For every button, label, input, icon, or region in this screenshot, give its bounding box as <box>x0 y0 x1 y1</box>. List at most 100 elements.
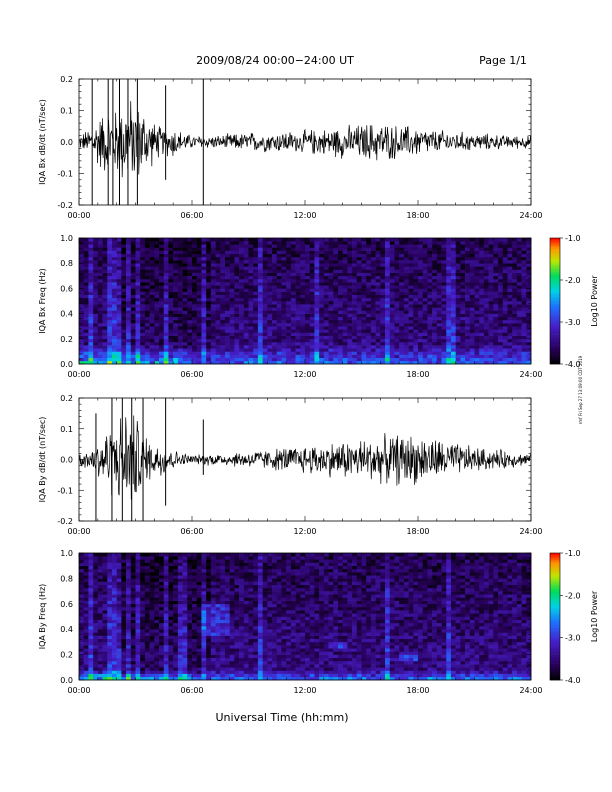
spectrogram-cell <box>253 250 259 255</box>
spectrogram-cell <box>159 354 165 358</box>
spectrogram-cell <box>149 660 155 665</box>
spectrogram-cell <box>97 335 103 340</box>
spectrogram-cell <box>173 313 179 318</box>
spectrogram-cell <box>319 266 325 270</box>
spectrogram-cell <box>243 329 249 333</box>
spectrogram-cell <box>192 345 198 349</box>
spectrogram-cell <box>88 670 94 674</box>
spectrogram-cell <box>253 345 259 349</box>
spectrogram-cell <box>328 263 334 267</box>
spectrogram-cell <box>498 297 504 302</box>
spectrogram-cell <box>385 241 391 245</box>
spectrogram-cell <box>493 282 499 286</box>
spectrogram-cell <box>262 297 268 302</box>
spectrogram-cell <box>450 319 456 324</box>
spectrogram-cell <box>257 351 263 355</box>
spectrogram-cell <box>140 345 146 349</box>
spectrogram-cell <box>375 269 381 273</box>
spectrogram-cell <box>79 581 85 586</box>
spectrogram-cell <box>88 323 94 327</box>
spectrogram-cell <box>239 360 245 365</box>
spectrogram-cell <box>111 591 117 595</box>
spectrogram-cell <box>97 307 103 311</box>
spectrogram-cell <box>215 354 221 358</box>
spectrogram-cell <box>441 354 447 358</box>
spectrogram-cell <box>516 294 522 299</box>
spectrogram-cell <box>79 263 85 267</box>
spectrogram-cell <box>116 581 122 586</box>
spectrogram-cell <box>102 657 108 662</box>
spectrogram-cell <box>370 260 376 264</box>
spectrogram-cell <box>295 329 301 333</box>
spectrogram-cell <box>135 660 141 665</box>
spectrogram-cell <box>234 341 240 346</box>
spectrogram-cell <box>88 357 94 362</box>
spectrogram-cell <box>347 316 353 321</box>
spectrogram-cell <box>455 272 461 277</box>
spectrogram-cell <box>224 335 230 340</box>
spectrogram-cell <box>465 294 471 299</box>
spectrogram-cell <box>493 338 499 343</box>
spectrogram-cell <box>116 316 122 321</box>
spectrogram-cell <box>229 297 235 302</box>
spectrogram-cell <box>239 304 245 308</box>
spectrogram-cell <box>399 260 405 264</box>
x-tick-label: 12:00 <box>293 370 316 379</box>
spectrogram-cell <box>413 319 419 324</box>
spectrogram-cell <box>328 278 334 283</box>
spectrogram-cell <box>305 319 311 324</box>
spectrogram-cell <box>370 278 376 283</box>
spectrogram-cell <box>220 247 226 251</box>
spectrogram-cell <box>107 275 113 280</box>
spectrogram-cell <box>403 310 409 314</box>
spectrogram-cell <box>154 660 160 665</box>
spectrogram-cell <box>441 338 447 343</box>
spectrogram-cell <box>385 338 391 343</box>
spectrogram-cell <box>168 326 174 330</box>
spectrogram-cell <box>116 310 122 314</box>
spectrogram-cell <box>102 278 108 283</box>
spectrogram-cell <box>300 348 306 352</box>
spectrogram-cell <box>408 291 414 295</box>
spectrogram-cell <box>88 578 94 582</box>
spectrogram-cell <box>111 651 117 655</box>
colorbar-frame <box>549 237 561 365</box>
spectrogram-cell <box>79 641 85 646</box>
spectrogram-cell <box>290 253 296 258</box>
spectrogram-cell <box>309 326 315 330</box>
spectrogram-cell <box>88 250 94 255</box>
spectrogram-cell <box>498 348 504 352</box>
spectrogram-cell <box>116 345 122 349</box>
spectrogram-cell <box>337 310 343 314</box>
spectrogram-cell <box>460 247 466 251</box>
spectrogram-cell <box>187 341 193 346</box>
spectrogram-cell <box>163 676 169 681</box>
spectrogram-cell <box>337 260 343 264</box>
spectrogram-cell <box>380 266 386 270</box>
spectrogram-cell <box>389 354 395 358</box>
spectrogram-cell <box>116 664 122 668</box>
spectrogram-cell <box>394 291 400 295</box>
spectrogram-cell <box>130 266 136 270</box>
spectrogram-cell <box>394 241 400 245</box>
spectrogram-cell <box>97 556 103 560</box>
spectrogram-cell <box>305 260 311 264</box>
spectrogram-cell <box>243 278 249 283</box>
spectrogram-cell <box>418 250 424 255</box>
spectrogram-cell <box>215 323 221 327</box>
spectrogram-cell <box>479 253 485 258</box>
spectrogram-cell <box>107 578 113 582</box>
spectrogram-cell <box>319 332 325 336</box>
spectrogram-cell <box>173 247 179 251</box>
spectrogram-cell <box>512 263 518 267</box>
spectrogram-cell <box>149 360 155 365</box>
spectrogram-cell <box>356 282 362 286</box>
spectrogram-cell <box>93 357 99 362</box>
spectrogram-cell <box>144 632 150 636</box>
spectrogram-cell <box>526 307 532 311</box>
spectrogram-cell <box>319 357 325 362</box>
spectrogram-cell <box>201 341 207 346</box>
spectrogram-cell <box>97 616 103 620</box>
colorbar-swatch <box>550 267 560 270</box>
spectrogram-cell <box>375 278 381 283</box>
